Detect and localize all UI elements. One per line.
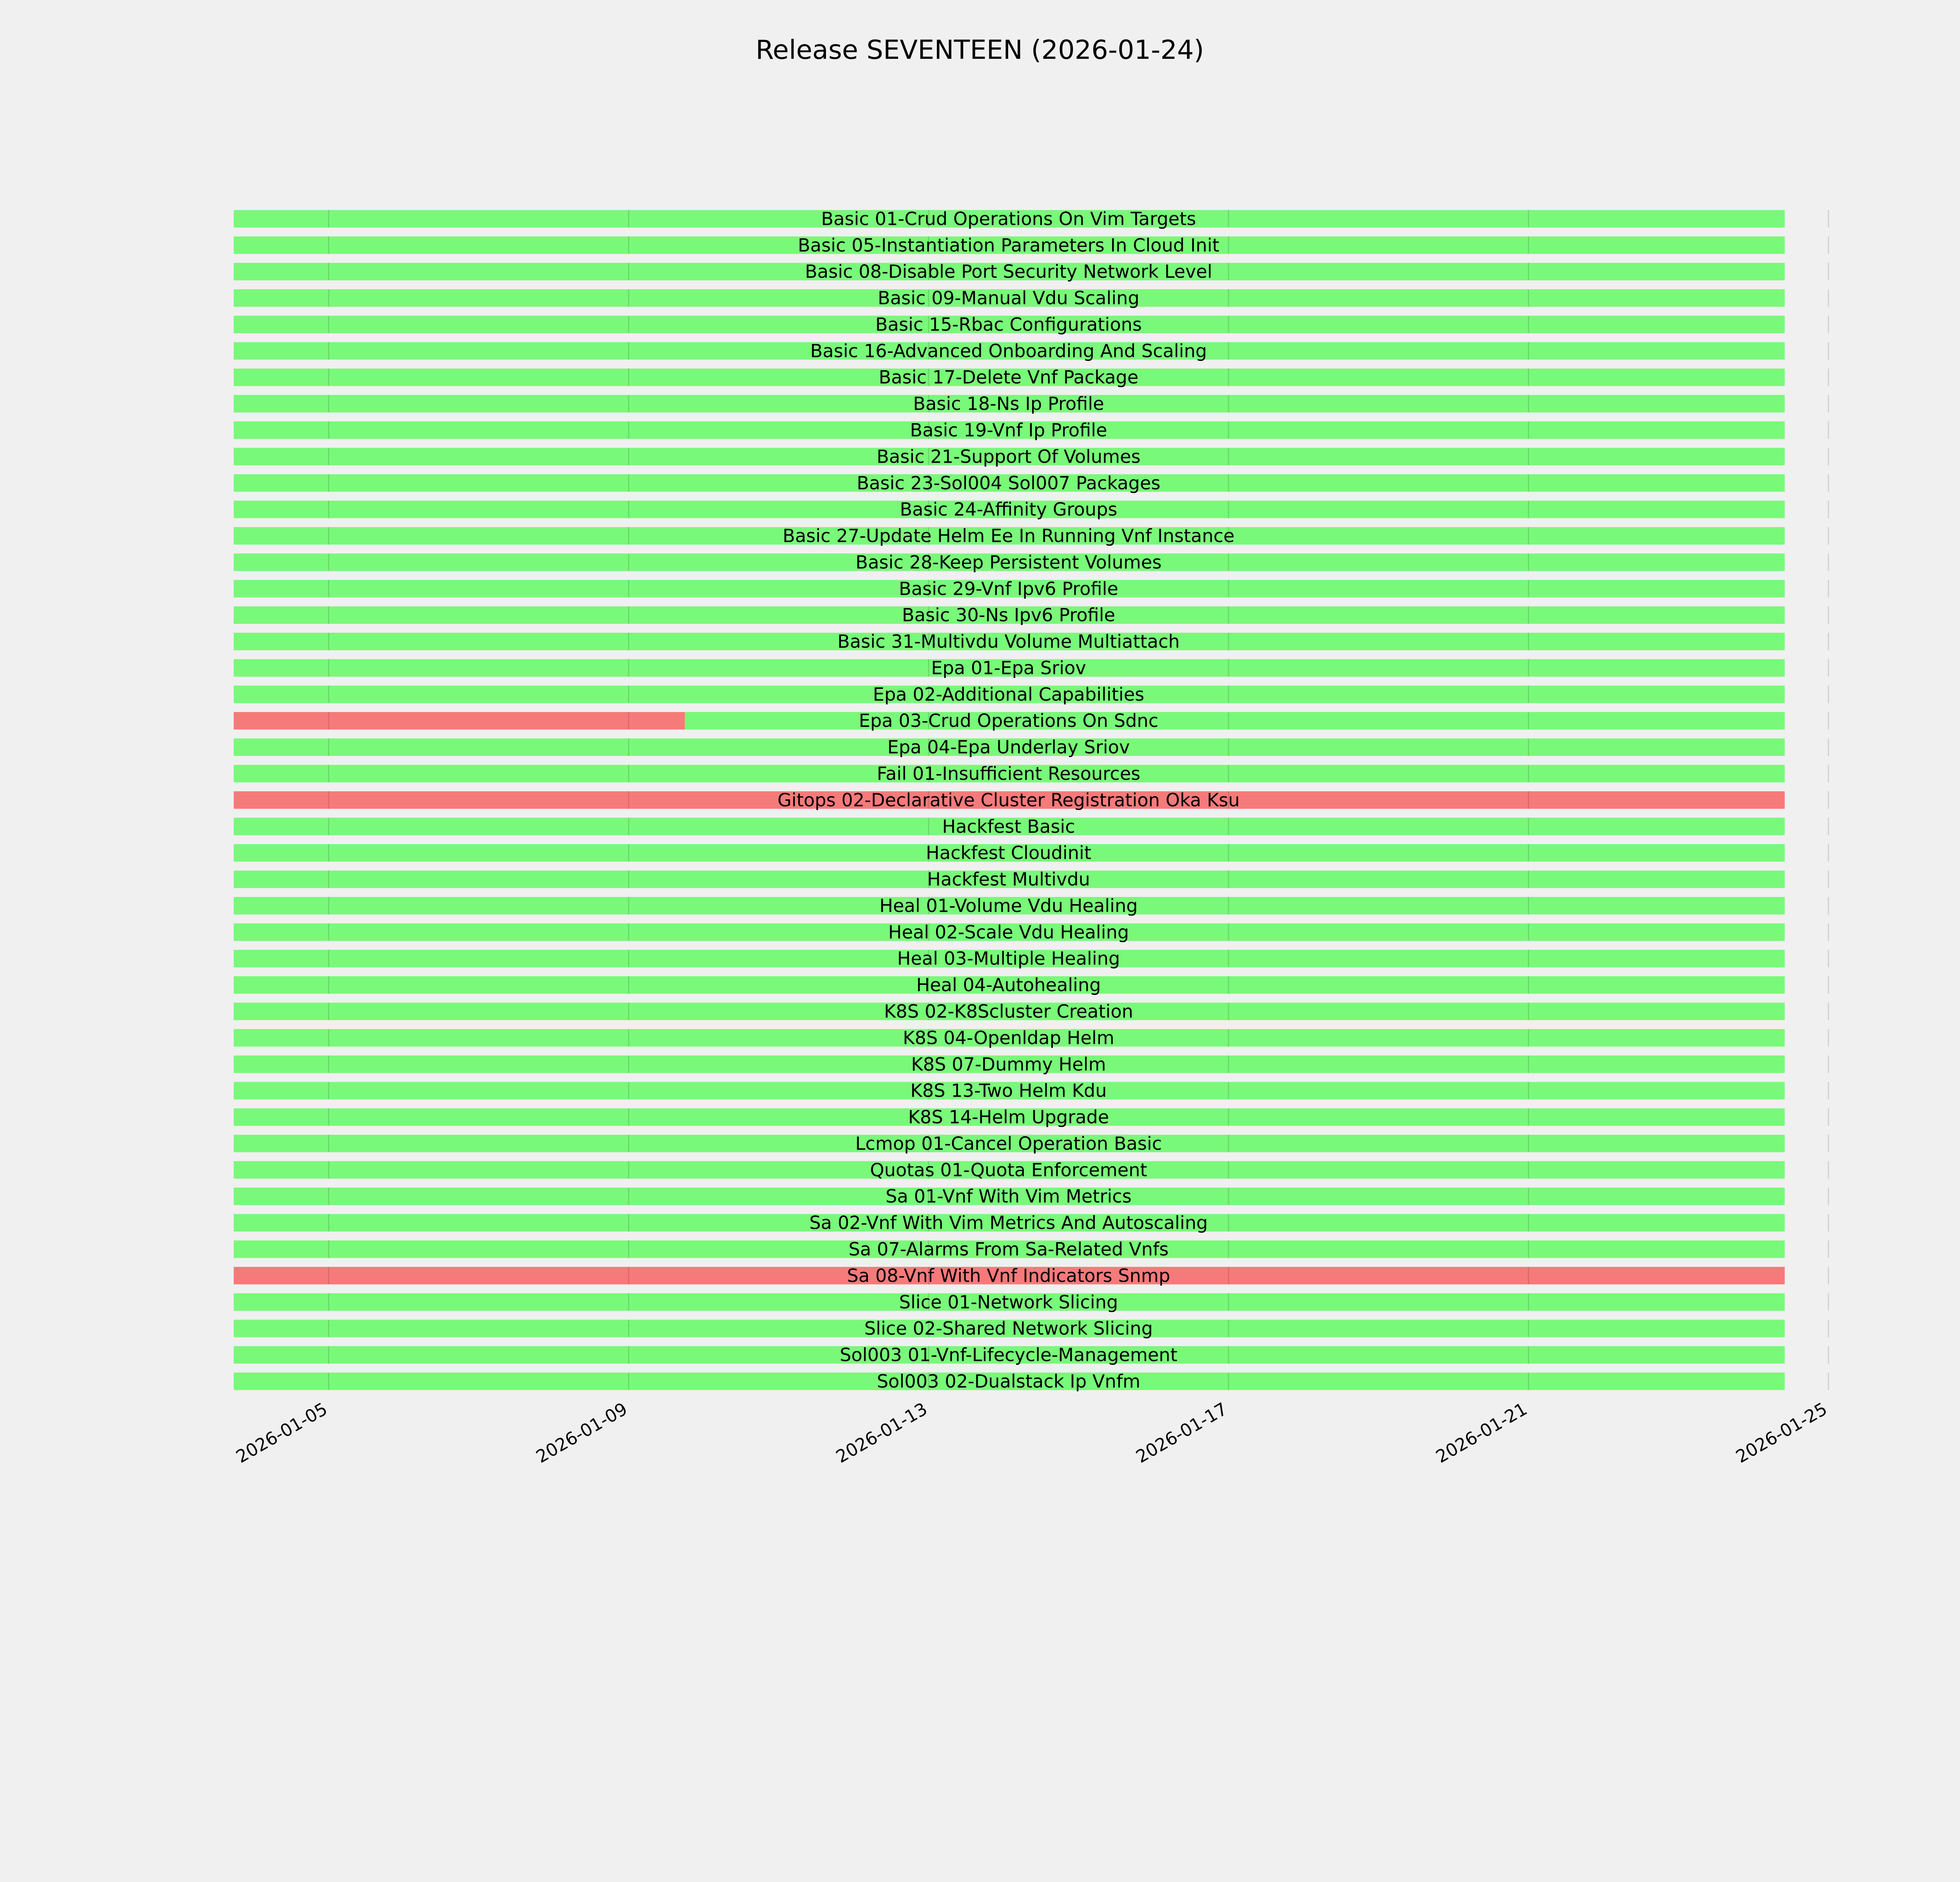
bar-segment-pass	[234, 1293, 1785, 1311]
row-label: K8S 02-K8Scluster Creation	[884, 1001, 1133, 1022]
row-labels-layer: Basic 01-Crud Operations On Vim Targets B…	[777, 208, 1240, 1392]
bar-segment-pass	[234, 976, 1785, 994]
row-label: Sa 02-Vnf With Vim Metrics And Autoscali…	[809, 1212, 1208, 1233]
row-label: Sa 07-Alarms From Sa-Related Vnfs	[849, 1239, 1169, 1260]
bar-segment-pass	[234, 368, 1785, 386]
bar-segment-pass	[234, 395, 1785, 412]
row-label: Heal 01-Volume Vdu Healing	[879, 895, 1138, 916]
bar-segment-pass	[234, 950, 1785, 968]
row-label: Basic 31-Multivdu Volume Multiattach	[837, 631, 1180, 652]
bar-segment-fail	[234, 1267, 1785, 1284]
bar-segment-pass	[234, 448, 1785, 465]
row-label: K8S 04-Openldap Helm	[903, 1027, 1114, 1048]
bar-segment-pass	[234, 1135, 1785, 1152]
chart-title: Release SEVENTEEN (2026-01-24)	[756, 35, 1204, 65]
row-label: Hackfest Basic	[942, 816, 1075, 837]
bar-segment-pass	[234, 685, 1785, 703]
bar-segment-pass	[234, 632, 1785, 650]
row-label: Sol003 01-Vnf-Lifecycle-Management	[840, 1344, 1177, 1366]
bar-segment-pass	[234, 1003, 1785, 1020]
row-label: Basic 24-Affinity Groups	[900, 499, 1117, 520]
bar-segment-pass	[234, 210, 1785, 228]
bar-segment-fail	[234, 712, 685, 730]
bar-segment-pass	[234, 1319, 1785, 1337]
row-label: Epa 03-Crud Operations On Sdnc	[859, 710, 1158, 731]
bar-segment-pass	[234, 738, 1785, 756]
row-label: Heal 04-Autohealing	[916, 974, 1101, 995]
row-label: Heal 02-Scale Vdu Healing	[888, 921, 1129, 943]
row-label: Sol003 02-Dualstack Ip Vnfm	[877, 1371, 1140, 1392]
bar-segment-pass	[234, 659, 1785, 677]
row-label: K8S 13-Two Helm Kdu	[910, 1080, 1107, 1101]
row-label: Hackfest Multivdu	[927, 869, 1090, 890]
row-label: Sa 01-Vnf With Vim Metrics	[886, 1186, 1132, 1207]
row-label: Slice 02-Shared Network Slicing	[864, 1318, 1153, 1339]
row-label: Basic 21-Support Of Volumes	[877, 446, 1140, 467]
bar-segment-pass	[234, 1346, 1785, 1364]
row-label: Epa 04-Epa Underlay Sriov	[887, 737, 1130, 758]
bar-segment-pass	[685, 712, 1785, 730]
row-label: Epa 01-Epa Sriov	[931, 657, 1086, 678]
row-label: Basic 23-Sol004 Sol007 Packages	[857, 472, 1160, 494]
bar-segment-pass	[234, 1082, 1785, 1100]
bar-segment-pass	[234, 1240, 1785, 1258]
row-label: Hackfest Cloudinit	[926, 842, 1091, 863]
row-label: Fail 01-Insufficient Resources	[877, 763, 1140, 784]
bar-segment-pass	[234, 580, 1785, 598]
row-label: Gitops 02-Declarative Cluster Registrati…	[777, 789, 1240, 810]
bar-segment-pass	[234, 606, 1785, 624]
row-label: K8S 14-Helm Upgrade	[908, 1106, 1109, 1128]
row-label: Basic 17-Delete Vnf Package	[879, 367, 1139, 388]
row-label: Heal 03-Multiple Healing	[897, 948, 1120, 969]
row-label: Basic 01-Crud Operations On Vim Targets	[821, 208, 1196, 229]
bar-segment-pass	[234, 263, 1785, 281]
bar-segment-pass	[234, 844, 1785, 862]
row-label: K8S 07-Dummy Helm	[911, 1054, 1106, 1075]
bar-segment-pass	[234, 500, 1785, 518]
row-label: Basic 29-Vnf Ipv6 Profile	[899, 578, 1118, 599]
row-label: Basic 15-Rbac Configurations	[875, 314, 1142, 335]
row-label: Basic 28-Keep Persistent Volumes	[856, 552, 1162, 573]
bar-segment-pass	[234, 342, 1785, 360]
row-label: Basic 16-Advanced Onboarding And Scaling	[810, 340, 1207, 362]
bar-segment-pass	[234, 870, 1785, 888]
row-label: Sa 08-Vnf With Vnf Indicators Snmp	[847, 1265, 1171, 1286]
bar-segment-pass	[234, 527, 1785, 545]
bar-segment-fail	[234, 791, 1785, 809]
grid-layer	[328, 210, 1829, 1390]
bar-segment-pass	[234, 1372, 1785, 1390]
bar-segment-pass	[234, 236, 1785, 254]
bar-segment-pass	[234, 1108, 1785, 1126]
bar-segment-pass	[234, 765, 1785, 783]
row-label: Basic 18-Ns Ip Profile	[913, 393, 1104, 414]
row-label: Basic 27-Update Helm Ee In Running Vnf I…	[782, 525, 1234, 547]
row-label: Quotas 01-Quota Enforcement	[870, 1159, 1147, 1181]
bar-segment-pass	[234, 1161, 1785, 1179]
bar-segment-pass	[234, 1187, 1785, 1205]
row-label: Basic 09-Manual Vdu Scaling	[878, 287, 1140, 309]
bar-segment-pass	[234, 553, 1785, 571]
bar-segment-pass	[234, 1214, 1785, 1232]
bar-segment-pass	[234, 1029, 1785, 1047]
row-label: Basic 19-Vnf Ip Profile	[910, 420, 1107, 441]
row-label: Basic 08-Disable Port Security Network L…	[805, 261, 1212, 282]
row-label: Slice 01-Network Slicing	[899, 1292, 1118, 1313]
bar-segment-pass	[234, 897, 1785, 915]
bar-segment-pass	[234, 923, 1785, 941]
bar-segment-pass	[234, 316, 1785, 333]
bar-segment-pass	[234, 421, 1785, 439]
row-label: Epa 02-Additional Capabilities	[873, 684, 1144, 705]
bars-layer	[234, 210, 1785, 1390]
bar-segment-pass	[234, 817, 1785, 836]
row-label: Basic 30-Ns Ipv6 Profile	[902, 605, 1115, 626]
bar-segment-pass	[234, 1055, 1785, 1073]
bar-segment-pass	[234, 289, 1785, 307]
row-label: Lcmop 01-Cancel Operation Basic	[855, 1133, 1162, 1154]
bar-segment-pass	[234, 474, 1785, 492]
timeline-chart: Release SEVENTEEN (2026-01-24) Basic 01-…	[232, 34, 1831, 1467]
row-label: Basic 05-Instantiation Parameters In Clo…	[798, 234, 1219, 256]
